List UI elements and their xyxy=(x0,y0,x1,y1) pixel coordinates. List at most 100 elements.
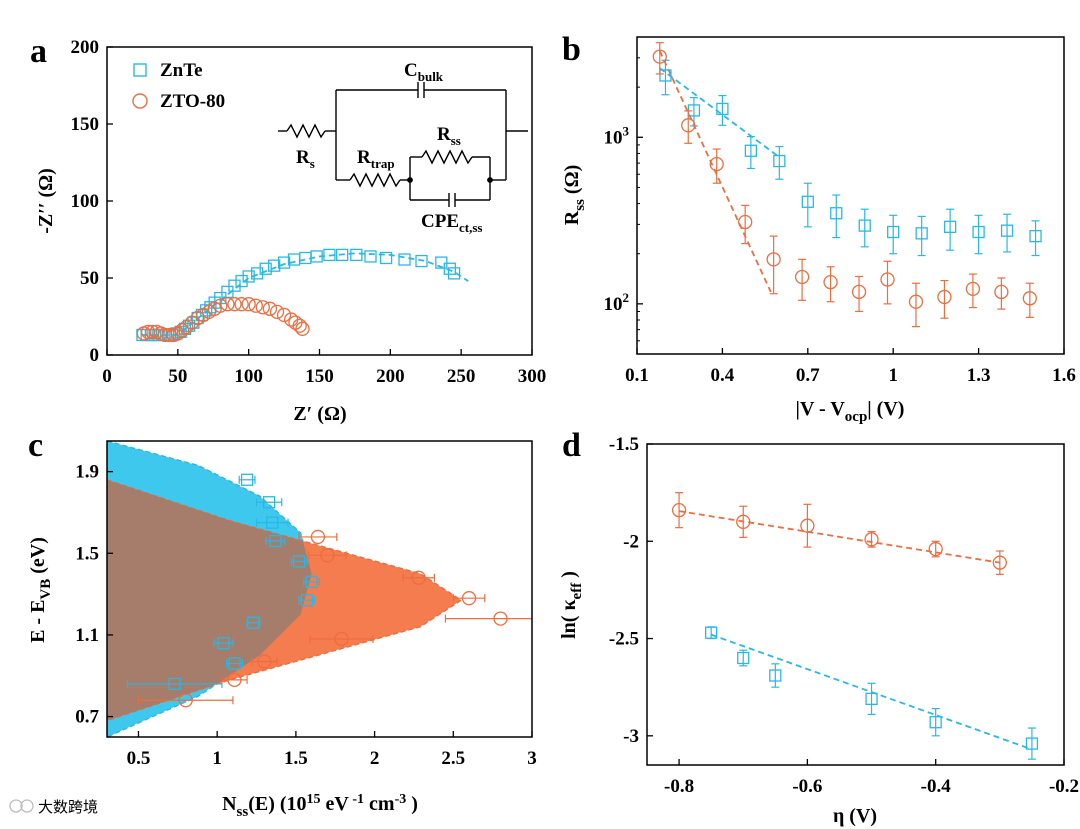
x-tick-label: 1 xyxy=(212,748,222,769)
watermark-icon xyxy=(20,799,34,813)
data-point-zto-80 xyxy=(234,297,249,312)
panel-d-label: d xyxy=(562,427,581,464)
y-tick-label: 150 xyxy=(71,114,100,135)
data-point-zto-80 xyxy=(671,502,687,518)
data-point-zto-80 xyxy=(257,654,272,669)
panel-c: c 0.5 1 1.5 2 2.5 3 0.7 1.1 1.5 1.9 Nss(E) (1015 … xyxy=(27,427,537,820)
panel-a-ylabel: -Z′′ (Ω) xyxy=(35,168,57,234)
circuit-node xyxy=(487,177,493,183)
resistor-rss xyxy=(421,149,473,165)
x-tick-label: 250 xyxy=(447,366,476,387)
x-tick-label: 0.5 xyxy=(127,748,151,769)
label-rs: Rs xyxy=(296,147,315,171)
data-point-znte xyxy=(929,716,942,729)
x-tick-label: 0.1 xyxy=(625,365,649,386)
data-point-znte xyxy=(447,267,461,280)
x-tick-label: 300 xyxy=(518,366,547,387)
data-point-zto-80 xyxy=(220,297,235,312)
x-tick-label: 50 xyxy=(168,366,187,387)
x-tick-label: 2 xyxy=(370,748,380,769)
panel-b-ticks: 0.1 0.4 0.7 1 1.3 1.6 102 103 xyxy=(604,57,1076,386)
x-tick-label: 3 xyxy=(527,748,537,769)
panel-b-label: b xyxy=(562,31,581,68)
x-tick-label: -0.6 xyxy=(792,776,822,797)
y-tick-label: 100 xyxy=(71,191,100,212)
data-point-zto-80 xyxy=(965,281,981,297)
data-point-znte xyxy=(972,225,985,239)
legend-circle-marker xyxy=(132,93,148,109)
data-point-znte xyxy=(200,304,213,317)
panel-a-label: a xyxy=(30,33,47,70)
data-point-znte xyxy=(1000,224,1014,237)
data-point-znte xyxy=(300,594,314,607)
data-point-znte xyxy=(705,626,718,639)
data-point-zto-80 xyxy=(292,318,307,333)
x-tick-label: 1.5 xyxy=(284,748,308,769)
legend-label-zto80: ZTO-80 xyxy=(160,91,225,112)
panel-d-frame xyxy=(646,443,1065,766)
y-tick-label: 200 xyxy=(71,37,100,58)
x-tick-label: -0.4 xyxy=(921,776,952,797)
data-point-zto-80 xyxy=(162,327,177,343)
data-point-znte xyxy=(744,144,758,157)
panel-a-data xyxy=(136,248,469,343)
y-tick-label: 1.5 xyxy=(75,543,99,564)
panel-a-legend: ZnTe ZTO-80 xyxy=(132,60,225,112)
panel-a-ticks: 0 50 100 150 200 250 300 0 50 100 150 200 xyxy=(71,37,547,387)
data-point-zto-80 xyxy=(880,272,895,287)
fit-line xyxy=(678,510,1000,564)
data-point-znte xyxy=(443,262,456,275)
data-point-znte xyxy=(769,669,782,682)
panel-c-distributions xyxy=(107,441,463,737)
data-point-znte xyxy=(435,256,448,269)
panel-b-data xyxy=(652,42,1042,328)
y-tick-label: -2.5 xyxy=(609,629,639,650)
data-point-zto-80 xyxy=(248,298,263,313)
data-point-znte xyxy=(305,575,318,589)
x-tick-label: 200 xyxy=(376,366,405,387)
data-point-znte xyxy=(379,251,393,265)
data-point-znte xyxy=(915,227,928,240)
fit-line xyxy=(142,252,469,336)
resistor-rs xyxy=(286,123,326,139)
distribution-overlap xyxy=(107,479,312,721)
data-point-znte xyxy=(1029,229,1042,243)
data-point-zto-80 xyxy=(241,297,256,312)
panel-c-ticks: 0.5 1 1.5 2 2.5 3 0.7 1.1 1.5 1.9 xyxy=(75,462,537,769)
x-tick-label: 1 xyxy=(888,365,898,386)
x-tick-label: 1.6 xyxy=(1052,365,1076,386)
data-point-znte xyxy=(350,248,363,262)
data-point-znte xyxy=(266,516,279,529)
data-point-zto-80 xyxy=(864,532,879,547)
data-point-znte xyxy=(228,657,241,670)
data-point-zto-80 xyxy=(213,298,228,313)
y-tick-label: 1.1 xyxy=(75,625,99,646)
y-tick-label: 102 xyxy=(604,290,630,315)
data-point-zto-80 xyxy=(269,304,285,320)
panel-c-label: c xyxy=(28,427,43,464)
data-point-zto-80 xyxy=(227,672,242,687)
data-point-zto-80 xyxy=(736,514,751,529)
x-tick-label: -0.8 xyxy=(664,776,694,797)
data-point-zto-80 xyxy=(738,214,753,230)
data-point-zto-80 xyxy=(310,529,326,545)
x-tick-label: -0.2 xyxy=(1049,776,1079,797)
data-point-zto-80 xyxy=(262,301,278,316)
data-point-znte xyxy=(277,256,291,269)
circuit-node xyxy=(407,177,413,183)
x-tick-label: 0.4 xyxy=(711,365,735,386)
data-point-zto-80 xyxy=(493,611,508,626)
resistor-rtrap xyxy=(349,172,401,188)
data-point-zto-80 xyxy=(295,321,310,336)
data-point-zto-80 xyxy=(1022,291,1037,306)
data-point-zto-80 xyxy=(411,570,426,585)
data-point-zto-80 xyxy=(800,518,815,533)
panel-d: d -0.8 -0.6 -0.4 -0.2 -1.5 -2 -2.5 -3 η (V) ln(… xyxy=(558,427,1079,827)
legend-square-marker xyxy=(133,63,147,77)
legend-label-znte: ZnTe xyxy=(160,60,203,81)
data-point-znte xyxy=(259,262,272,275)
data-point-znte xyxy=(659,69,672,82)
data-point-znte xyxy=(336,248,349,262)
data-point-zto-80 xyxy=(794,269,810,285)
